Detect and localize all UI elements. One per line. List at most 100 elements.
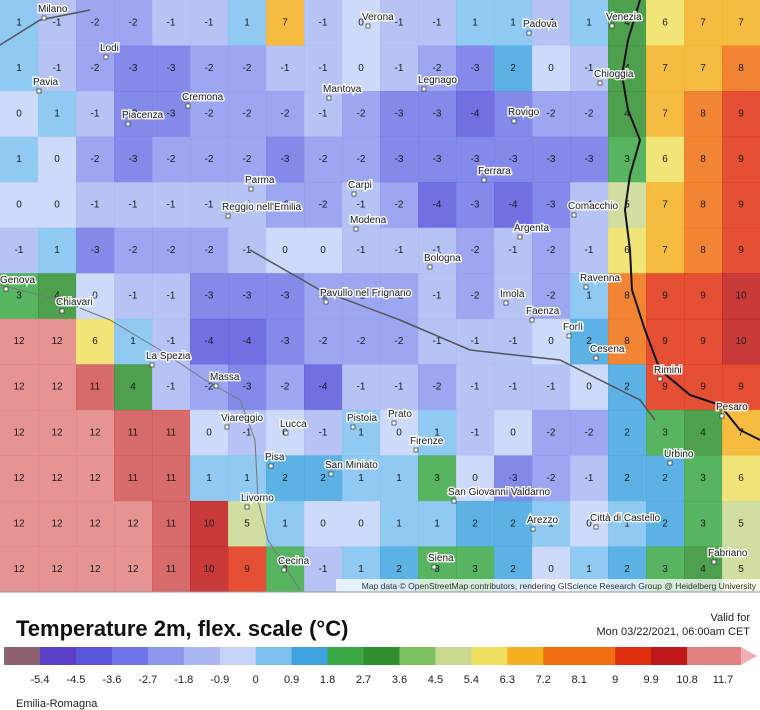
temp-value: -1	[509, 291, 518, 302]
scale-tick-label: 0	[253, 674, 259, 686]
temp-cell	[532, 136, 571, 183]
temp-value: 3	[624, 154, 630, 165]
adriatic-coast	[620, 0, 760, 441]
scale-segment	[40, 647, 77, 665]
temp-cell	[380, 318, 419, 365]
city-label: Modena	[350, 215, 387, 226]
city-marker	[481, 177, 487, 183]
temp-value: -2	[129, 17, 138, 28]
temp-cell	[342, 318, 381, 365]
temp-cell	[418, 409, 457, 456]
temp-value: 7	[662, 108, 668, 119]
temp-cell	[722, 455, 760, 502]
temp-cell	[76, 409, 115, 456]
temp-value: 3	[700, 518, 706, 529]
temp-cell	[0, 500, 39, 547]
city-label: Città di Castello	[590, 513, 660, 524]
temp-cell	[532, 455, 571, 502]
temp-cell	[646, 227, 685, 274]
temp-value: -2	[319, 336, 328, 347]
temp-cell	[342, 91, 381, 138]
temp-cell	[228, 364, 267, 411]
temp-value: 5	[738, 518, 744, 529]
temp-cell	[532, 500, 571, 547]
scale-segment	[183, 647, 221, 665]
temp-cell	[342, 364, 381, 411]
city-marker	[526, 30, 532, 36]
temp-cell	[38, 318, 77, 365]
temp-value: 12	[51, 564, 63, 575]
temp-value: -1	[53, 17, 62, 28]
temp-value: 2	[472, 518, 478, 529]
temp-cell	[494, 45, 533, 92]
temp-cell	[570, 0, 609, 47]
temp-value: 12	[89, 564, 101, 575]
temp-cell	[190, 546, 229, 593]
city-marker	[185, 103, 191, 109]
temp-cell	[190, 500, 229, 547]
temp-cell	[304, 45, 343, 92]
temp-value: 7	[662, 200, 668, 211]
temp-cell	[646, 455, 685, 502]
temp-value: 7	[700, 17, 706, 28]
city-label: Imola	[500, 289, 525, 300]
temp-cell	[722, 0, 760, 47]
temp-cell	[304, 500, 343, 547]
scale-segment	[399, 647, 436, 665]
temp-cell	[0, 136, 39, 183]
temp-cell	[190, 0, 229, 47]
scale-tick-label: -0.9	[210, 674, 229, 686]
temp-value: -1	[509, 245, 518, 256]
temp-value: -3	[205, 291, 214, 302]
temp-cell	[114, 136, 153, 183]
temp-cell	[494, 0, 533, 47]
temp-value: -1	[471, 382, 480, 393]
temp-value: -3	[433, 108, 442, 119]
attribution-bg	[336, 579, 760, 592]
city-label: San Giovanni Valdarno	[448, 487, 551, 498]
temp-value: -3	[167, 63, 176, 74]
city-marker	[427, 264, 433, 270]
temp-cell	[722, 500, 760, 547]
city-label: Livorno	[241, 493, 274, 504]
temp-value: 2	[282, 473, 288, 484]
temp-value: -1	[167, 336, 176, 347]
temp-cell	[0, 364, 39, 411]
temp-value: 4	[130, 382, 136, 393]
temp-value: 12	[13, 518, 25, 529]
temp-value: 1	[396, 518, 402, 529]
temp-cell	[266, 227, 305, 274]
temp-value: 12	[13, 564, 25, 575]
temp-value: -1	[167, 291, 176, 302]
temp-value: -2	[91, 63, 100, 74]
city-marker	[391, 420, 397, 426]
city-label: Verona	[362, 12, 394, 23]
temp-value: 0	[358, 17, 364, 28]
temp-value: 12	[51, 336, 63, 347]
city-label: Chioggia	[594, 69, 634, 80]
temp-cell	[646, 318, 685, 365]
city-marker	[268, 463, 274, 469]
valid-label: Valid for	[710, 612, 750, 624]
temp-value: -2	[243, 63, 252, 74]
temp-cell	[266, 0, 305, 47]
temp-value: 8	[624, 336, 630, 347]
temp-value: 3	[472, 564, 478, 575]
temp-cell	[228, 91, 267, 138]
temp-value: 2	[396, 564, 402, 575]
temp-value: -3	[281, 336, 290, 347]
temp-value: -1	[243, 427, 252, 438]
temp-value: 3	[434, 564, 440, 575]
temp-cell	[380, 273, 419, 320]
city-label: Padova	[523, 19, 557, 30]
city-label: Genova	[0, 275, 35, 286]
temp-cell	[228, 455, 267, 502]
city-label: Reggio nell'Emilia	[222, 202, 302, 213]
temp-cell	[342, 45, 381, 92]
temp-cell	[418, 227, 457, 274]
city-marker	[451, 498, 457, 504]
temp-cell	[152, 273, 191, 320]
city-label: Rovigo	[508, 107, 540, 118]
city-marker	[657, 376, 663, 382]
scale-segment	[363, 647, 400, 665]
